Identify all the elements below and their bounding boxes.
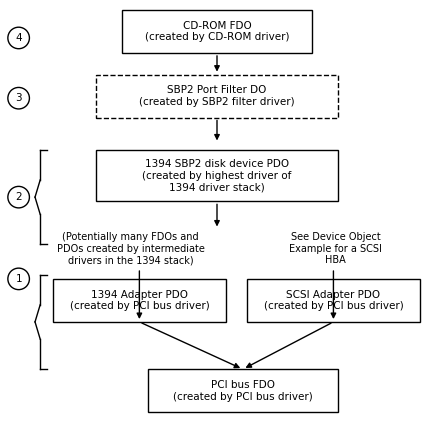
Text: See Device Object
Example for a SCSI
HBA: See Device Object Example for a SCSI HBA	[289, 232, 382, 265]
Circle shape	[8, 87, 30, 109]
Text: (Potentially many FDOs and
PDOs created by intermediate
drivers in the 1394 stac: (Potentially many FDOs and PDOs created …	[57, 232, 205, 265]
Circle shape	[8, 268, 30, 290]
Text: 1: 1	[15, 274, 22, 284]
Text: 1394 SBP2 disk device PDO
(created by highest driver of
1394 driver stack): 1394 SBP2 disk device PDO (created by hi…	[142, 159, 292, 192]
Text: CD-ROM FDO
(created by CD-ROM driver): CD-ROM FDO (created by CD-ROM driver)	[145, 21, 289, 42]
FancyBboxPatch shape	[96, 150, 338, 201]
Text: 4: 4	[15, 33, 22, 43]
Text: SBP2 Port Filter DO
(created by SBP2 filter driver): SBP2 Port Filter DO (created by SBP2 fil…	[139, 85, 295, 107]
Circle shape	[8, 27, 30, 49]
FancyBboxPatch shape	[148, 369, 338, 412]
Text: 2: 2	[15, 192, 22, 202]
Circle shape	[8, 186, 30, 208]
FancyBboxPatch shape	[53, 279, 226, 322]
Text: 3: 3	[15, 93, 22, 103]
FancyBboxPatch shape	[96, 74, 338, 117]
FancyBboxPatch shape	[247, 279, 420, 322]
Text: 1394 Adapter PDO
(created by PCI bus driver): 1394 Adapter PDO (created by PCI bus dri…	[69, 290, 209, 311]
FancyBboxPatch shape	[122, 10, 312, 53]
Text: SCSI Adapter PDO
(created by PCI bus driver): SCSI Adapter PDO (created by PCI bus dri…	[263, 290, 403, 311]
Text: PCI bus FDO
(created by PCI bus driver): PCI bus FDO (created by PCI bus driver)	[173, 380, 313, 401]
